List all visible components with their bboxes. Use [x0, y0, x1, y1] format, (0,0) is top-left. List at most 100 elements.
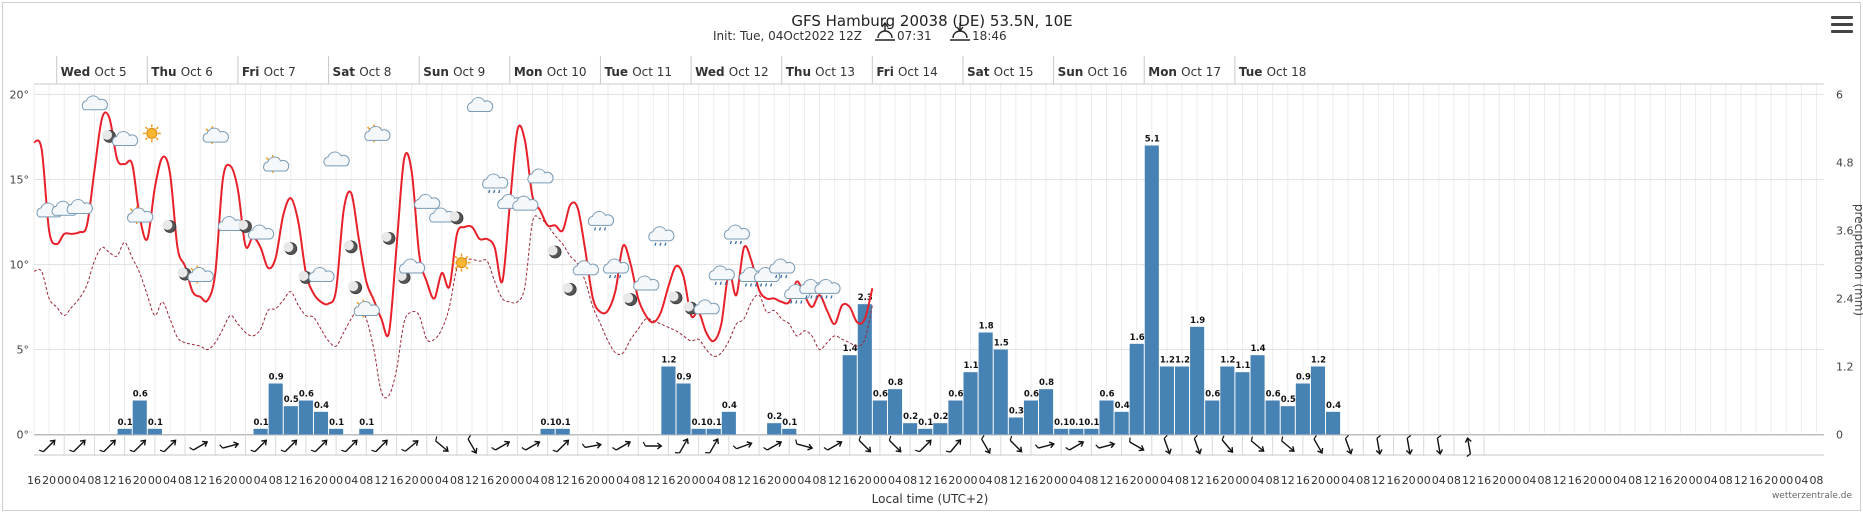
hour-tick-label: 00 — [420, 474, 434, 487]
moon-icon — [238, 220, 252, 233]
wind-arrow-icon — [1193, 434, 1202, 455]
cloud-rain-icon — [648, 226, 675, 246]
wind-arrow-icon — [795, 439, 814, 451]
hour-tick-label: 12 — [1462, 474, 1476, 487]
y-axis-right: 0 1.2 2.4 3.6 4.8 6 — [1836, 89, 1854, 442]
precip-bar — [1084, 428, 1099, 435]
moon-icon — [162, 220, 177, 233]
day-label: Fri Oct 7 — [242, 65, 296, 79]
wind-arrow-icon — [467, 435, 478, 454]
hour-tick-label: 08 — [1084, 474, 1098, 487]
hour-tick-label: 12 — [1009, 474, 1023, 487]
precip-bar — [1023, 400, 1039, 435]
precip-label: 0.1 — [541, 418, 556, 428]
wind-arrow-icon — [435, 436, 449, 452]
hour-tick-label: 12 — [1190, 474, 1204, 487]
hour-tick-label: 12 — [103, 474, 117, 487]
hour-tick-label: 16 — [390, 474, 404, 487]
precip-bar — [842, 355, 857, 435]
hamburger-menu-button[interactable] — [1831, 16, 1853, 34]
cloud-icon — [81, 95, 108, 111]
hour-tick-label: 00 — [964, 474, 978, 487]
precip-bar — [661, 366, 676, 435]
hour-tick-label: 00 — [1689, 474, 1703, 487]
hour-tick-label: 20 — [948, 474, 962, 487]
precip-bar — [1114, 411, 1129, 435]
sun-cloud-icon — [364, 124, 391, 143]
precip-label: 0.8 — [888, 378, 903, 388]
sunrise-icon — [875, 21, 895, 41]
hour-labels: 16 20 00 04 08 12 16 20 00 04 08 12 16 20 00 04 08 12 16 20… — [27, 474, 1823, 487]
wind-arrow-icon — [1163, 434, 1172, 455]
hour-tick-label: 16 — [1205, 474, 1219, 487]
precip-bar — [329, 428, 344, 435]
precip-label: 0.1 — [1084, 418, 1099, 428]
wind-arrow-icon — [280, 439, 298, 453]
hour-tick-label: 00 — [148, 474, 162, 487]
precip-label: 1.4 — [1251, 344, 1266, 354]
wind-arrow-icon — [1405, 434, 1413, 456]
wind-arrow-icon — [1250, 436, 1265, 452]
wind-arrow-icon — [219, 441, 240, 449]
hour-tick-label: 04 — [1613, 474, 1627, 487]
hour-tick-label: 00 — [238, 474, 252, 487]
precip-bar — [1235, 372, 1250, 435]
precip-bar — [1310, 366, 1326, 435]
hour-tick-label: 16 — [571, 474, 585, 487]
precip-label: 1.2 — [1311, 356, 1326, 366]
precip-label: 1.6 — [1130, 333, 1145, 343]
hour-tick-label: 08 — [359, 474, 373, 487]
hour-tick-label: 04 — [888, 474, 902, 487]
hour-tick-label: 20 — [1764, 474, 1778, 487]
cloud-rain-icon — [482, 173, 509, 194]
hour-tick-label: 16 — [1749, 474, 1763, 487]
precip-label: 0.1 — [329, 418, 344, 428]
wind-arrow-icon — [1034, 441, 1055, 449]
precip-bar — [948, 400, 963, 435]
hour-tick-label: 00 — [1326, 474, 1340, 487]
y-left-tick: 10° — [10, 259, 30, 272]
precip-bar — [1326, 411, 1341, 435]
precip-label: 0.1 — [918, 418, 933, 428]
hour-tick-label: 08 — [1719, 474, 1733, 487]
hour-tick-label: 16 — [480, 474, 494, 487]
wind-arrow-icon — [1436, 434, 1444, 456]
hour-tick-label: 12 — [1099, 474, 1113, 487]
precip-bar — [298, 400, 313, 435]
day-label: Tue Oct 11 — [604, 65, 672, 79]
hour-tick-label: 00 — [510, 474, 524, 487]
hour-tick-label: 20 — [1311, 474, 1325, 487]
sun-cloud-icon — [187, 265, 214, 284]
hour-tick-label: 08 — [450, 474, 464, 487]
hour-tick-label: 00 — [1054, 474, 1068, 487]
precip-label: 1.9 — [1190, 316, 1205, 326]
precip-label: 1.4 — [843, 344, 858, 354]
hour-tick-label: 20 — [586, 474, 600, 487]
sunset-time: 18:46 — [972, 29, 1007, 43]
cloud-icon — [572, 260, 599, 276]
hour-tick-label: 08 — [541, 474, 555, 487]
wind-arrow-icon — [915, 439, 932, 453]
precip-label: 0.6 — [133, 390, 148, 400]
hour-tick-label: 08 — [1809, 474, 1823, 487]
hour-tick-label: 20 — [767, 474, 781, 487]
hour-tick-label: 20 — [314, 474, 328, 487]
moon-icon — [343, 240, 358, 254]
day-label: Mon Oct 10 — [514, 65, 587, 79]
hour-tick-label: 04 — [616, 474, 630, 487]
day-label: Thu Oct 6 — [151, 65, 213, 79]
hour-tick-label: 20 — [405, 474, 419, 487]
precip-bar — [1144, 145, 1159, 435]
precip-label: 1.2 — [1220, 356, 1235, 366]
precip-bar — [313, 411, 329, 435]
precip-bar — [117, 428, 132, 435]
hour-tick-label: 00 — [57, 474, 71, 487]
precip-label: 0.2 — [933, 412, 948, 422]
precip-bar — [268, 383, 283, 435]
moon-icon — [668, 291, 683, 305]
hour-tick-label: 08 — [1447, 474, 1461, 487]
precip-bar — [721, 411, 736, 435]
precip-label: 0.1 — [1069, 418, 1084, 428]
hour-tick-label: 12 — [374, 474, 388, 487]
wind-arrow-icon — [1065, 440, 1085, 451]
